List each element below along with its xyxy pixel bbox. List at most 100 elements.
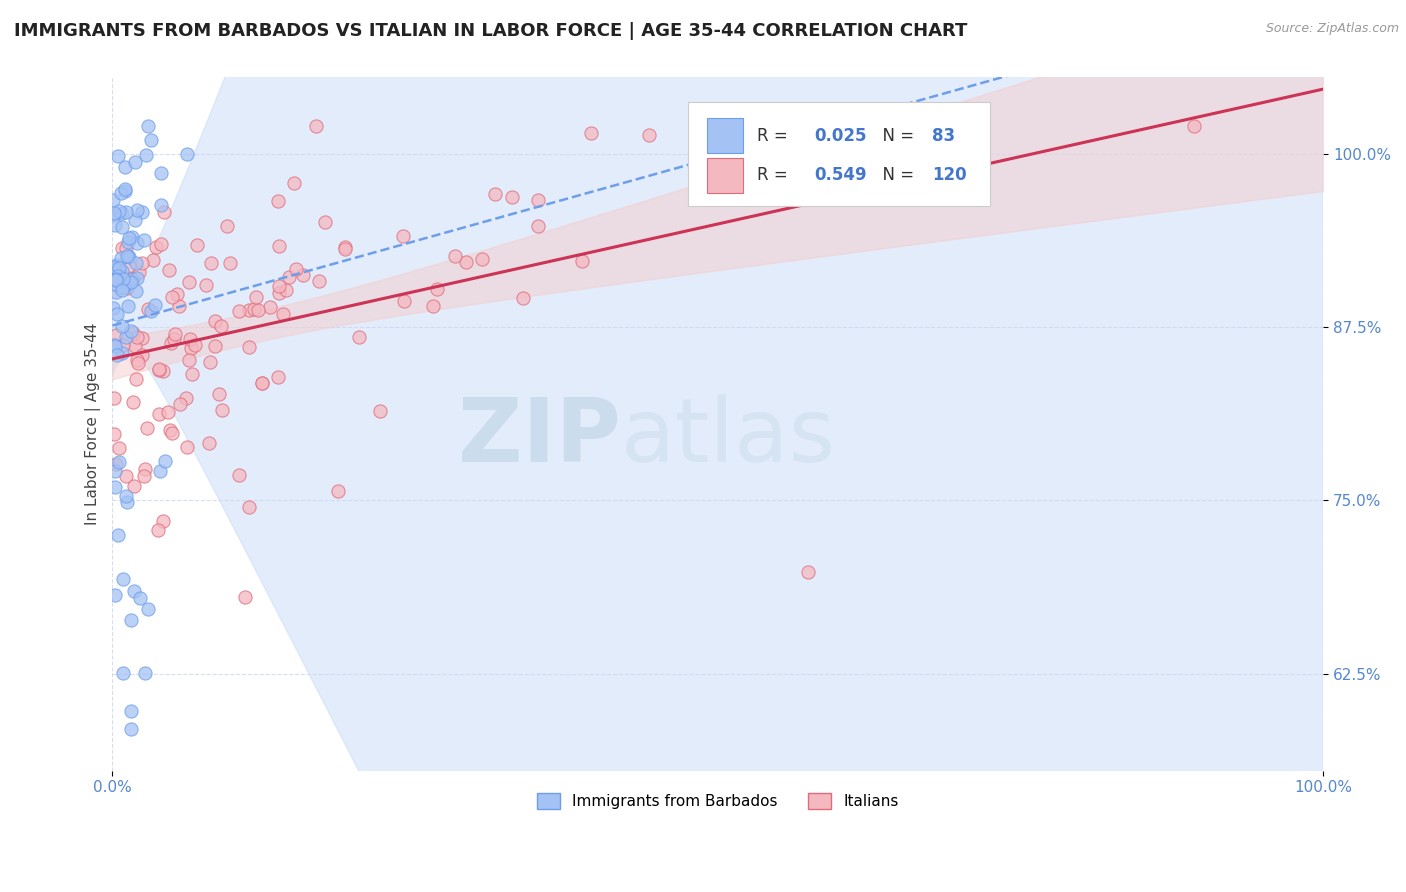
Point xyxy=(176,146,198,161)
Point xyxy=(267,278,290,293)
Point xyxy=(115,281,138,295)
Point xyxy=(105,272,128,286)
Point xyxy=(228,303,250,318)
Point xyxy=(176,440,198,454)
Point xyxy=(471,252,494,266)
Point xyxy=(149,165,172,179)
Point xyxy=(167,299,190,313)
Point xyxy=(107,441,129,455)
Point xyxy=(148,407,170,421)
Point xyxy=(105,308,128,322)
Point xyxy=(107,149,129,163)
Point xyxy=(218,256,240,270)
Point xyxy=(107,268,129,283)
Point xyxy=(112,572,135,586)
Point xyxy=(333,240,356,254)
Point xyxy=(259,300,281,314)
Point xyxy=(125,256,148,270)
Point xyxy=(291,268,314,283)
Point xyxy=(274,283,297,297)
Point xyxy=(245,290,267,304)
Text: 0.025: 0.025 xyxy=(814,127,868,145)
Point xyxy=(104,258,127,272)
FancyBboxPatch shape xyxy=(688,102,990,206)
Point xyxy=(184,338,207,352)
Point xyxy=(139,304,162,318)
Point xyxy=(120,276,142,290)
Point xyxy=(108,204,131,219)
Point xyxy=(125,271,148,285)
Point xyxy=(103,338,125,352)
Point xyxy=(247,303,270,318)
Point xyxy=(179,275,201,289)
Point xyxy=(136,119,159,133)
Point xyxy=(422,299,444,313)
Point xyxy=(131,205,153,219)
Point xyxy=(101,208,124,222)
Point xyxy=(228,467,250,482)
Point xyxy=(107,528,129,542)
Point xyxy=(156,405,179,419)
Point xyxy=(120,275,142,289)
Point xyxy=(105,273,128,287)
Point xyxy=(122,326,145,340)
Point xyxy=(114,182,136,196)
Text: ZIP: ZIP xyxy=(458,394,621,482)
Point xyxy=(142,252,165,267)
Point xyxy=(122,479,145,493)
Point xyxy=(198,355,221,369)
Point xyxy=(135,147,157,161)
Point xyxy=(105,285,128,300)
Point xyxy=(181,368,204,382)
Point xyxy=(127,330,149,344)
Point xyxy=(136,602,159,616)
Point xyxy=(120,324,142,338)
Point xyxy=(267,286,290,301)
Point xyxy=(153,454,176,468)
Point xyxy=(131,348,153,362)
Point xyxy=(103,206,125,220)
Point xyxy=(145,240,167,254)
Point xyxy=(159,335,181,350)
Point xyxy=(127,356,149,370)
Point xyxy=(209,318,232,333)
Point xyxy=(314,215,336,229)
Point xyxy=(125,285,148,299)
Point xyxy=(149,198,172,212)
Point xyxy=(160,290,183,304)
Point xyxy=(723,184,745,198)
FancyBboxPatch shape xyxy=(707,119,744,153)
Point xyxy=(104,480,127,494)
Point xyxy=(110,186,132,200)
Point xyxy=(112,666,135,681)
Point xyxy=(115,204,138,219)
Point xyxy=(146,523,169,537)
Point xyxy=(149,464,172,478)
Point xyxy=(111,241,134,255)
Point xyxy=(166,287,188,301)
Point xyxy=(114,160,136,174)
Point xyxy=(111,206,134,220)
Y-axis label: In Labor Force | Age 35-44: In Labor Force | Age 35-44 xyxy=(86,323,101,525)
Point xyxy=(277,269,299,284)
Point xyxy=(148,363,170,377)
Point xyxy=(124,213,146,227)
Point xyxy=(118,231,141,245)
Point xyxy=(163,332,186,346)
Point xyxy=(118,250,141,264)
Point xyxy=(104,464,127,478)
Text: N =: N = xyxy=(872,166,920,184)
Point xyxy=(204,339,226,353)
Point xyxy=(174,391,197,405)
Point xyxy=(110,345,132,359)
Point xyxy=(283,176,305,190)
FancyBboxPatch shape xyxy=(707,158,744,193)
Point xyxy=(103,260,125,274)
Legend: Immigrants from Barbados, Italians: Immigrants from Barbados, Italians xyxy=(531,787,905,815)
Text: 0.549: 0.549 xyxy=(814,166,868,184)
Point xyxy=(105,327,128,342)
Point xyxy=(104,338,127,352)
Point xyxy=(111,283,134,297)
Point xyxy=(163,326,186,341)
Point xyxy=(111,264,134,278)
